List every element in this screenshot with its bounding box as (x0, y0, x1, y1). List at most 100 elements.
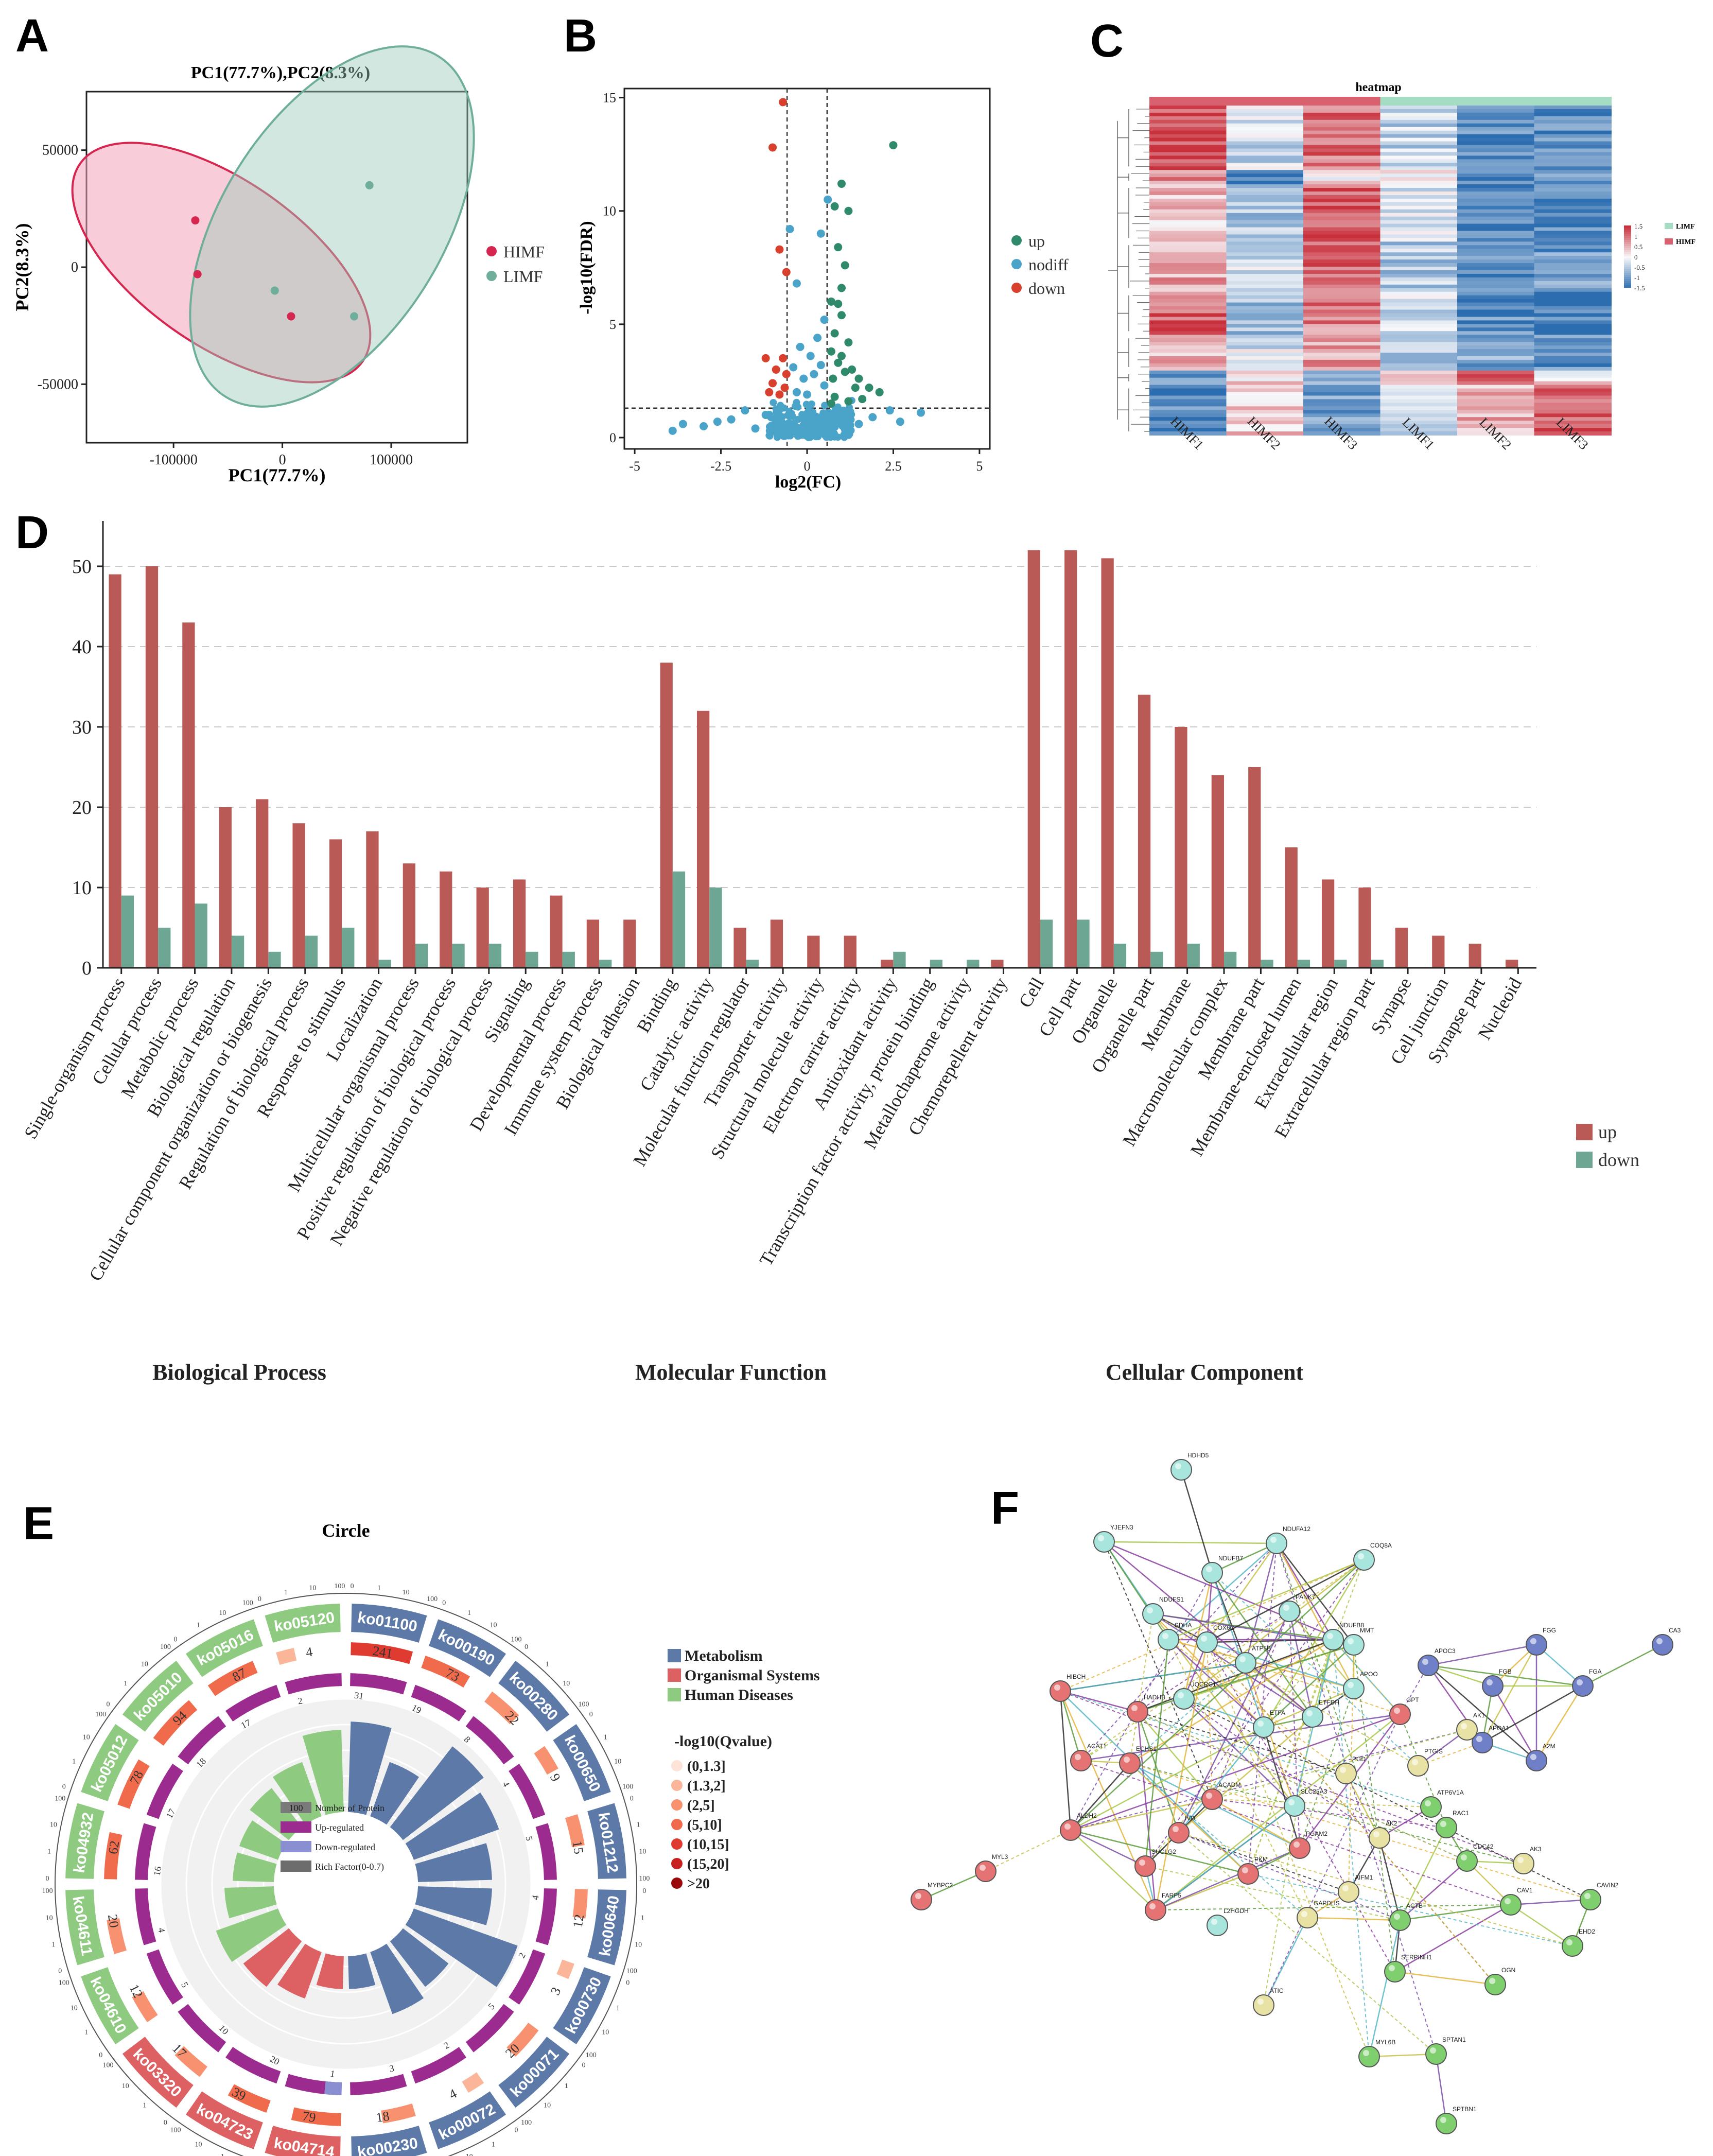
network-edge (1070, 1763, 1130, 1831)
heatmap-cell (1457, 170, 1535, 175)
heatmap-cell (1149, 413, 1227, 418)
network-edge (1276, 1543, 1354, 1645)
ring-tick-label: 1 (143, 2101, 146, 2109)
scale-swatch (1624, 248, 1631, 251)
heatmap-cell (1534, 353, 1612, 357)
rich-factor-bar-ko00640 (415, 1886, 492, 1925)
bar-up-3 (182, 622, 195, 968)
heatmap-cell (1226, 177, 1304, 182)
network-edge (1070, 1829, 1146, 1867)
heatmap-cell (1380, 202, 1458, 206)
heatmap-cell (1149, 205, 1227, 210)
node-label-gapdhs: GAPDHS (1314, 1900, 1340, 1907)
volcano-point-up-33 (858, 395, 867, 404)
heatmap-cell (1226, 399, 1304, 404)
heatmap-cell (1534, 181, 1612, 185)
heatmap-cell (1303, 388, 1381, 393)
heatmap-cell (1380, 188, 1458, 192)
node-highlight (1425, 1800, 1431, 1806)
network-edge (1207, 1639, 1334, 1643)
heatmap-cell (1226, 299, 1304, 303)
heatmap-cell (1149, 288, 1227, 292)
network-edge (1275, 1543, 1355, 1689)
bar-down-24 (967, 960, 980, 968)
heatmap-cell (1457, 119, 1535, 124)
heatmap-cell (1303, 137, 1381, 142)
up-count-ko00230: 3 (389, 2063, 395, 2074)
heatmap-cell (1149, 238, 1227, 242)
heatmap-cell (1303, 399, 1381, 404)
number-bar-ko00280 (484, 1691, 519, 1725)
heatmap-cell (1457, 227, 1535, 232)
heatmap-cell (1303, 123, 1381, 128)
network-edge (1183, 1559, 1365, 1699)
heatmap-cell (1457, 273, 1535, 278)
network-edge (1070, 1726, 1264, 1831)
scale-swatch (1624, 256, 1631, 259)
volcano-point-nodiff-52 (792, 388, 801, 396)
volcano-point-down-5 (761, 354, 770, 362)
volcano-point-nodiff-56 (700, 422, 708, 430)
heatmap-cell (1457, 209, 1535, 214)
group-bar-limf1 (1380, 97, 1458, 106)
heatmap-cell (1457, 385, 1535, 389)
heatmap-cell (1380, 137, 1458, 142)
node-label-pkm: PKM (1254, 1856, 1268, 1863)
node-label-slc25a3: SLC25A3 (1301, 1788, 1327, 1795)
heatmap-cell (1380, 288, 1458, 292)
heatmap-cell (1303, 363, 1381, 368)
heatmap-cell (1226, 252, 1304, 257)
heatmap-cell (1303, 392, 1381, 396)
network-edge (1168, 1559, 1365, 1641)
node-highlight (1348, 1682, 1354, 1688)
network-edge (1080, 1559, 1365, 1761)
heatmap-cell (1457, 277, 1535, 282)
rich-factor-bar-ko04714 (316, 1953, 344, 1989)
network-edge (1248, 1543, 1277, 1874)
heatmap-cell (1149, 198, 1227, 203)
volcano-bg-point (766, 427, 774, 434)
node-highlight (1257, 1720, 1264, 1727)
pca-x-label: PC1(77.7%) (229, 465, 326, 485)
bar-down-5 (268, 951, 281, 968)
group-label-3: Cellular Component (1106, 1360, 1304, 1385)
ring-tick-label: 100 (511, 1636, 522, 1644)
scale-swatch (1624, 267, 1631, 269)
number-bar-ko04932 (104, 1832, 123, 1880)
heatmap-cell (1534, 256, 1612, 260)
heatmap-cell (1380, 431, 1458, 436)
node-label-ndufs1: NDUFS1 (1159, 1596, 1184, 1603)
bar-up-18 (733, 928, 746, 968)
network-edge (1211, 1572, 1314, 1717)
network-edge (1178, 1727, 1264, 1833)
heatmap-cell (1534, 299, 1612, 303)
y-tick-label: 40 (72, 636, 92, 658)
node-label-fgg: FGG (1543, 1627, 1556, 1634)
heatmap-cell (1226, 363, 1304, 368)
scale-swatch (1624, 250, 1631, 253)
node-label-ndufb7: NDUFB7 (1218, 1555, 1243, 1562)
heatmap-cell (1226, 395, 1304, 400)
y-tick-label: 15 (603, 91, 616, 106)
heatmap-cell (1303, 116, 1381, 120)
ring-tick-label: 10 (50, 1821, 57, 1829)
heatmap-cell (1457, 256, 1535, 260)
heatmap-cell (1226, 317, 1304, 321)
ring-tick-label: 100 (622, 1783, 633, 1790)
category-segment-ko05016 (185, 1619, 263, 1677)
heatmap-cell (1380, 306, 1458, 310)
heatmap-cell (1226, 377, 1304, 382)
ring-tick-label: 100 (578, 1700, 589, 1708)
node-highlight (1139, 1859, 1145, 1866)
heatmap-cell (1457, 195, 1535, 199)
updown-ring-ko04932 (135, 1823, 156, 1880)
go-bars (109, 550, 1518, 968)
legend-category-3: Human Diseases (685, 1686, 793, 1703)
heatmap-cell (1534, 227, 1612, 232)
updown-ring-ko04611 (135, 1888, 156, 1945)
node-rac1 (1436, 1817, 1457, 1838)
node-highlight (915, 1893, 921, 1899)
bar-up-34 (1321, 879, 1335, 968)
bar-down-31 (1224, 951, 1237, 968)
qvalue-swatch-7 (671, 1877, 683, 1889)
